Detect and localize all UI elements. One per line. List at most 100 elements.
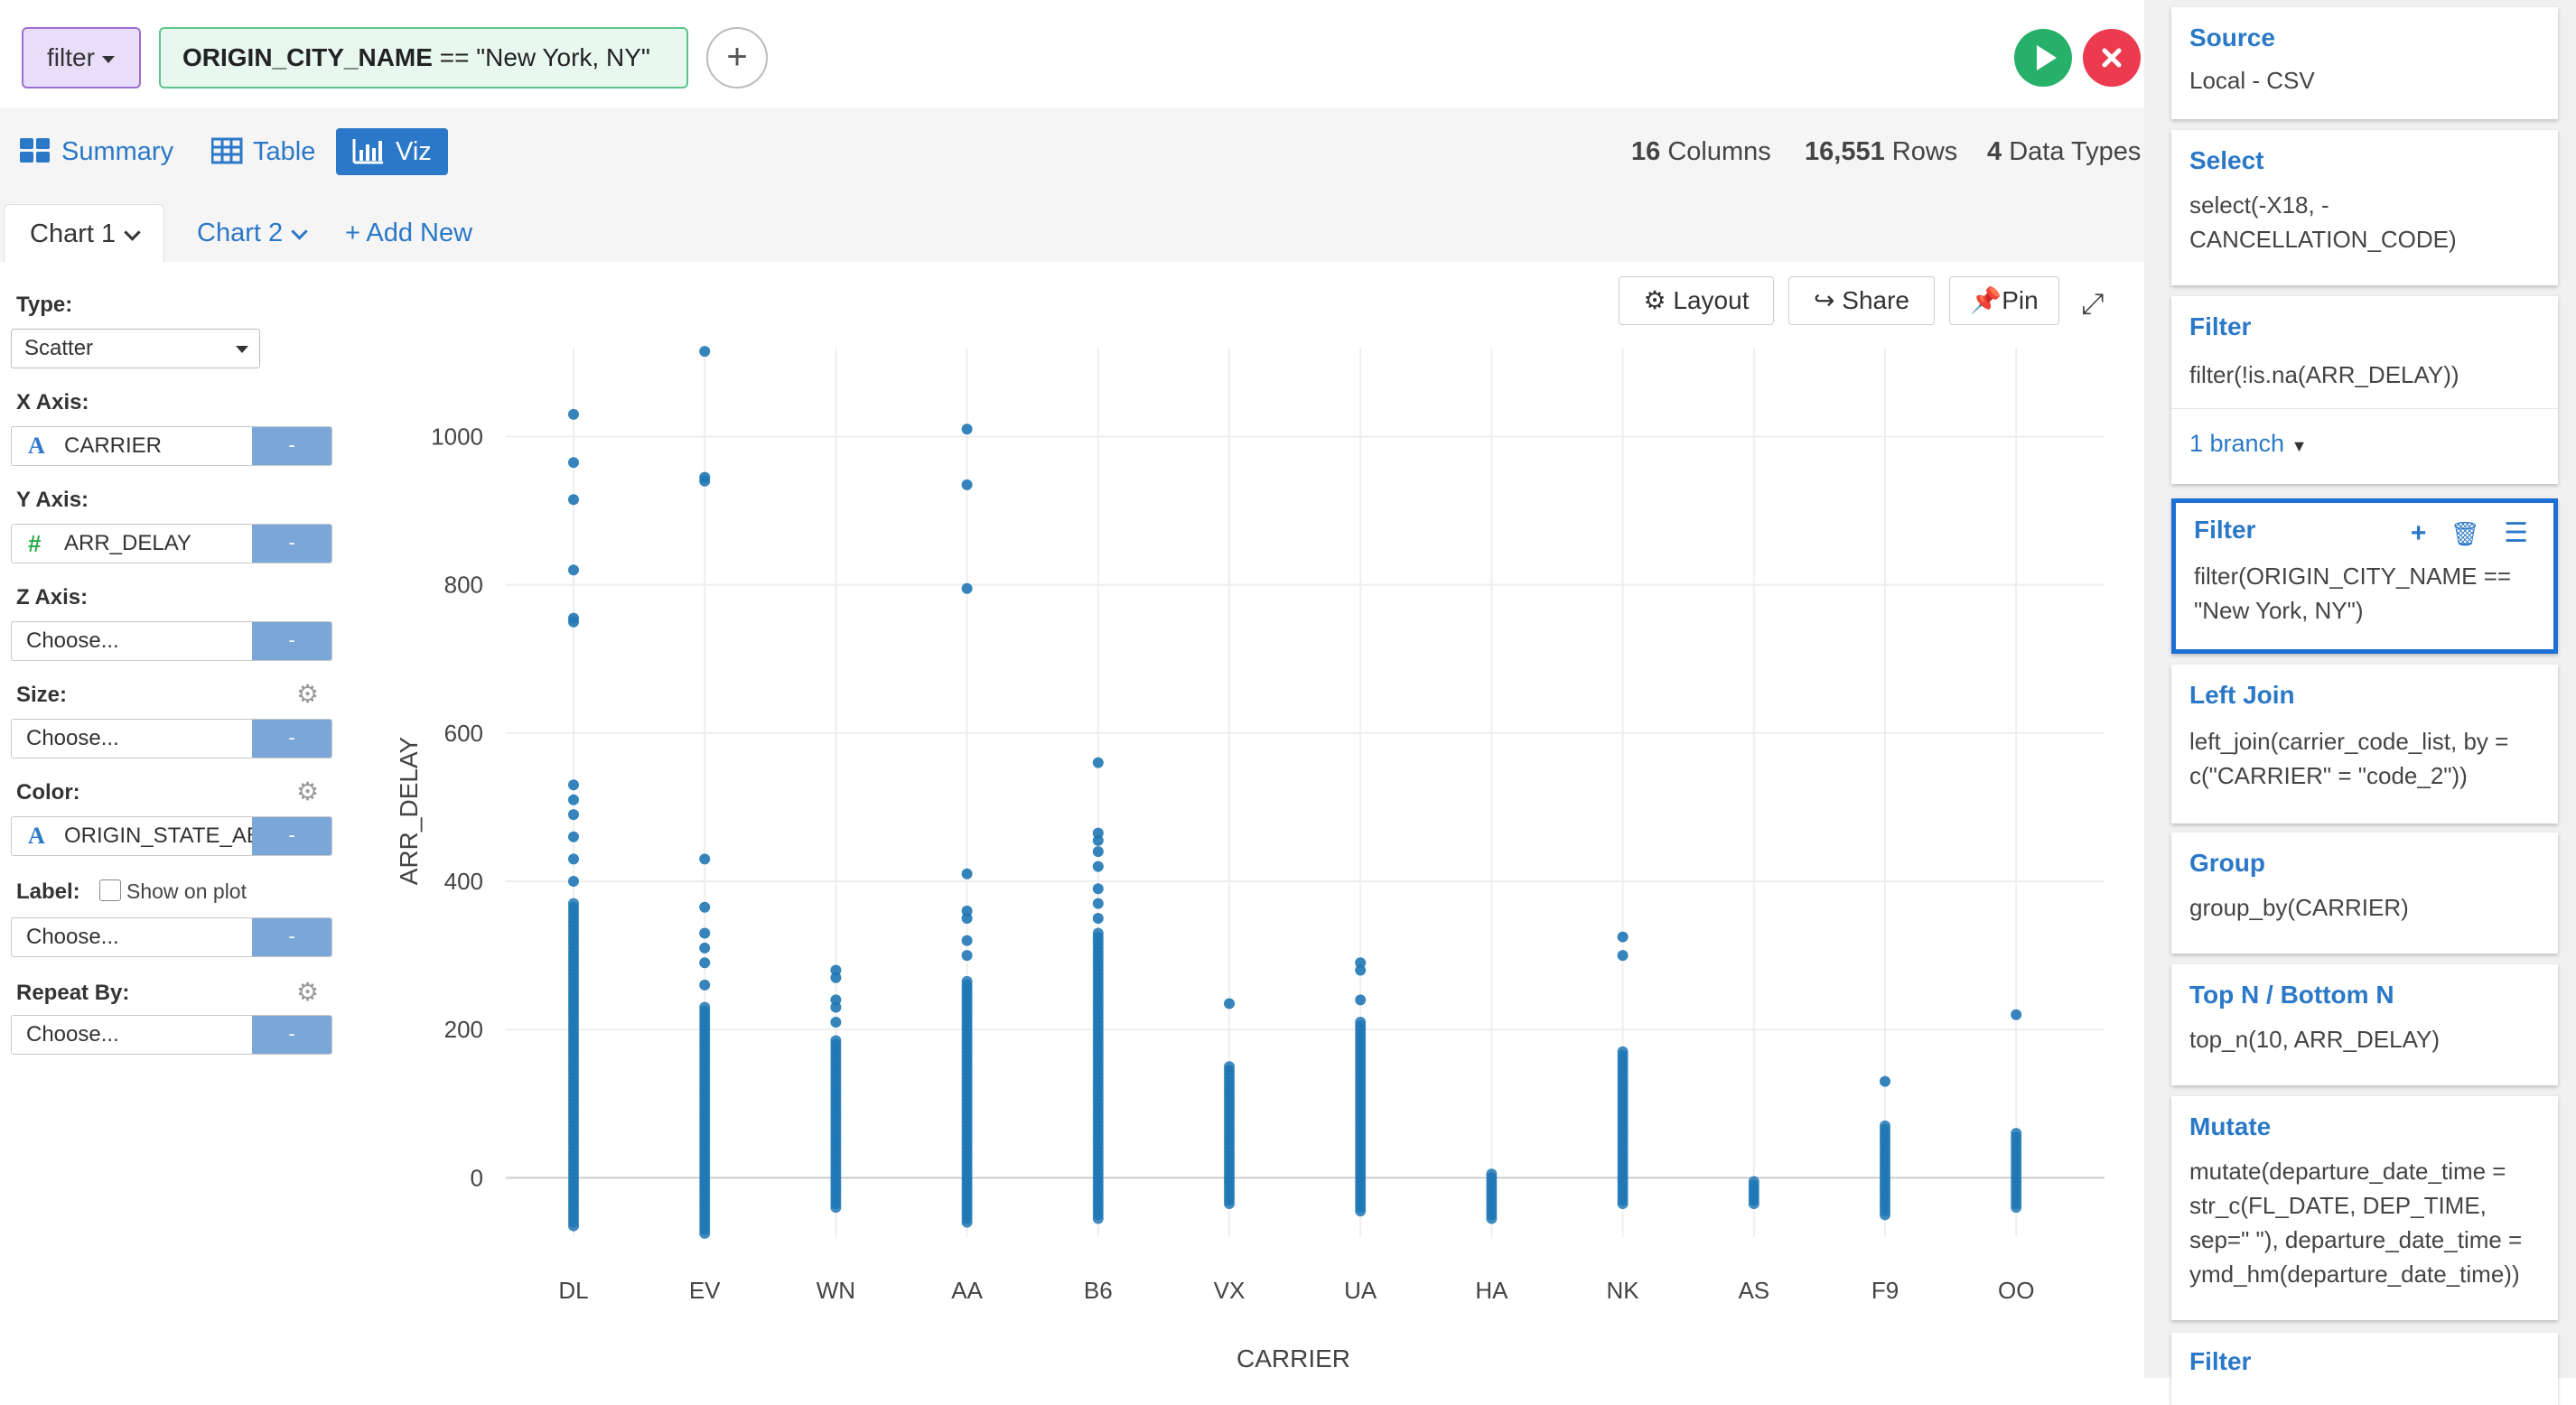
- data-point: [1092, 898, 1104, 909]
- data-point: [568, 794, 579, 805]
- add-condition-button[interactable]: +: [706, 27, 768, 88]
- pin-button-label: Pin: [2002, 286, 2039, 314]
- data-point: [568, 564, 579, 576]
- tab-table[interactable]: Table: [210, 128, 315, 175]
- data-point: [830, 972, 842, 983]
- chart-grid: [506, 348, 2105, 1237]
- data-point: [568, 616, 579, 628]
- caret-down-icon: [101, 55, 115, 63]
- data-point: [568, 779, 579, 791]
- repeat-by-gear-icon[interactable]: ⚙: [296, 978, 320, 1006]
- step-title: Source: [2189, 23, 2275, 51]
- add-step-icon[interactable]: +: [2410, 518, 2427, 548]
- step-source[interactable]: Source Local - CSV: [2171, 7, 2558, 119]
- step-body: group_by(CARRIER): [2189, 894, 2409, 921]
- label-field[interactable]: Choose... -: [11, 917, 332, 957]
- x-tick-label: HA: [1475, 1277, 1508, 1304]
- step-title: Select: [2189, 146, 2264, 174]
- data-point: [1224, 998, 1235, 1010]
- caret-down-icon: ▼: [2291, 437, 2308, 455]
- data-point: [961, 479, 973, 490]
- step-mutate[interactable]: Mutate mutate(departure_date_time = str_…: [2171, 1096, 2558, 1320]
- data-point: [1224, 1061, 1235, 1073]
- step-body: select(-X18, - CANCELLATION_CODE): [2189, 191, 2457, 253]
- command-type-dropdown[interactable]: filter: [22, 27, 141, 88]
- y-tick-label: 0: [471, 1164, 483, 1191]
- z-axis-field[interactable]: Choose... -: [11, 621, 332, 661]
- repeat-by-field[interactable]: Choose... -: [11, 1015, 332, 1055]
- color-gear-icon[interactable]: ⚙: [296, 777, 320, 805]
- label-options-button[interactable]: -: [252, 918, 331, 956]
- x-tick-label: NK: [1607, 1277, 1640, 1304]
- chart-type-select[interactable]: Scatter: [11, 329, 260, 368]
- cancel-button[interactable]: [2083, 29, 2141, 87]
- repeat-by-options-button[interactable]: -: [252, 1016, 331, 1054]
- branch-dropdown[interactable]: 1 branch ▼: [2189, 430, 2307, 458]
- data-point: [1617, 950, 1629, 962]
- tab-summary-label: Summary: [61, 137, 174, 166]
- x-tick-label: DL: [558, 1277, 588, 1304]
- size-gear-icon[interactable]: ⚙: [296, 680, 320, 708]
- color-field[interactable]: A ORIGIN_STATE_AB -: [11, 816, 332, 856]
- chart-type-value: Scatter: [24, 336, 94, 360]
- step-group[interactable]: Group group_by(CARRIER): [2171, 833, 2558, 954]
- color-options-button[interactable]: -: [252, 817, 331, 855]
- x-axis-options-button[interactable]: -: [252, 427, 331, 465]
- tab-viz[interactable]: Viz: [336, 128, 448, 175]
- data-point: [1092, 827, 1104, 839]
- step-select[interactable]: Select select(-X18, - CANCELLATION_CODE): [2171, 130, 2558, 285]
- size-options-button[interactable]: -: [252, 720, 331, 758]
- color-label: Color:: [16, 780, 80, 805]
- y-axis-options-button[interactable]: -: [252, 525, 331, 563]
- expand-icon[interactable]: ⤢: [2081, 287, 2105, 320]
- data-point: [961, 868, 973, 879]
- z-axis-label: Z Axis:: [16, 585, 89, 609]
- divider: [2171, 408, 2558, 409]
- data-point: [830, 1035, 842, 1047]
- data-point: [568, 898, 579, 909]
- step-top-n[interactable]: Top N / Bottom N top_n(10, ARR_DELAY): [2171, 964, 2558, 1085]
- step-filter-na[interactable]: Filter filter(!is.na(ARR_DELAY)) 1 branc…: [2171, 296, 2558, 484]
- layout-button[interactable]: ⚙ Layout: [1619, 276, 1774, 325]
- data-point: [830, 1016, 842, 1028]
- size-field[interactable]: Choose... -: [11, 719, 332, 758]
- data-point: [699, 853, 711, 865]
- x-axis-label: X Axis:: [16, 390, 89, 414]
- x-axis-field[interactable]: A CARRIER -: [11, 426, 332, 466]
- data-point: [961, 975, 973, 987]
- rows-stat: 16,551 Rows: [1805, 134, 1957, 170]
- chart-tab-1[interactable]: Chart 1: [4, 204, 165, 263]
- chart-points: [568, 346, 2022, 1239]
- filter-expression-input[interactable]: ORIGIN_CITY_NAME == "New York, NY": [159, 27, 688, 88]
- step-filter-city[interactable]: Filter + 🗑 ☰ filter(ORIGIN_CITY_NAME == …: [2171, 498, 2558, 654]
- data-point: [830, 1001, 842, 1013]
- color-value: ORIGIN_STATE_AB: [64, 823, 261, 848]
- data-point: [1486, 1168, 1498, 1180]
- type-label: Type:: [16, 293, 73, 317]
- data-types-count: 4: [1987, 137, 2002, 166]
- table-icon: [210, 137, 243, 164]
- step-title: Filter: [2189, 1347, 2252, 1375]
- step-left-join[interactable]: Left Join left_join(carrier_code_list, b…: [2171, 665, 2558, 823]
- add-new-chart-link[interactable]: + Add New: [345, 204, 472, 262]
- run-button[interactable]: [2014, 29, 2072, 87]
- menu-icon[interactable]: ☰: [2504, 518, 2528, 548]
- chart-tab-2-label: Chart 2: [197, 219, 284, 247]
- show-on-plot-checkbox[interactable]: [99, 879, 121, 901]
- command-type-label: filter: [47, 43, 95, 71]
- y-axis-title: ARR_DELAY: [395, 736, 423, 885]
- y-axis-field[interactable]: # ARR_DELAY -: [11, 524, 332, 563]
- chart-tab-2[interactable]: Chart 2: [197, 204, 308, 262]
- share-button[interactable]: ↪ Share: [1788, 276, 1935, 325]
- x-tick-label: VX: [1214, 1277, 1246, 1304]
- tab-summary[interactable]: Summary: [20, 128, 173, 175]
- y-axis-label: Y Axis:: [16, 488, 89, 512]
- numeric-type-icon: #: [28, 530, 42, 557]
- z-axis-value: Choose...: [26, 628, 119, 653]
- data-point: [568, 831, 579, 842]
- trash-icon[interactable]: 🗑: [2450, 520, 2480, 547]
- pin-button[interactable]: 📌Pin: [1949, 276, 2059, 325]
- step-filter-next[interactable]: Filter: [2171, 1333, 2558, 1405]
- z-axis-options-button[interactable]: -: [252, 622, 331, 660]
- share-icon: ↪: [1814, 286, 1835, 314]
